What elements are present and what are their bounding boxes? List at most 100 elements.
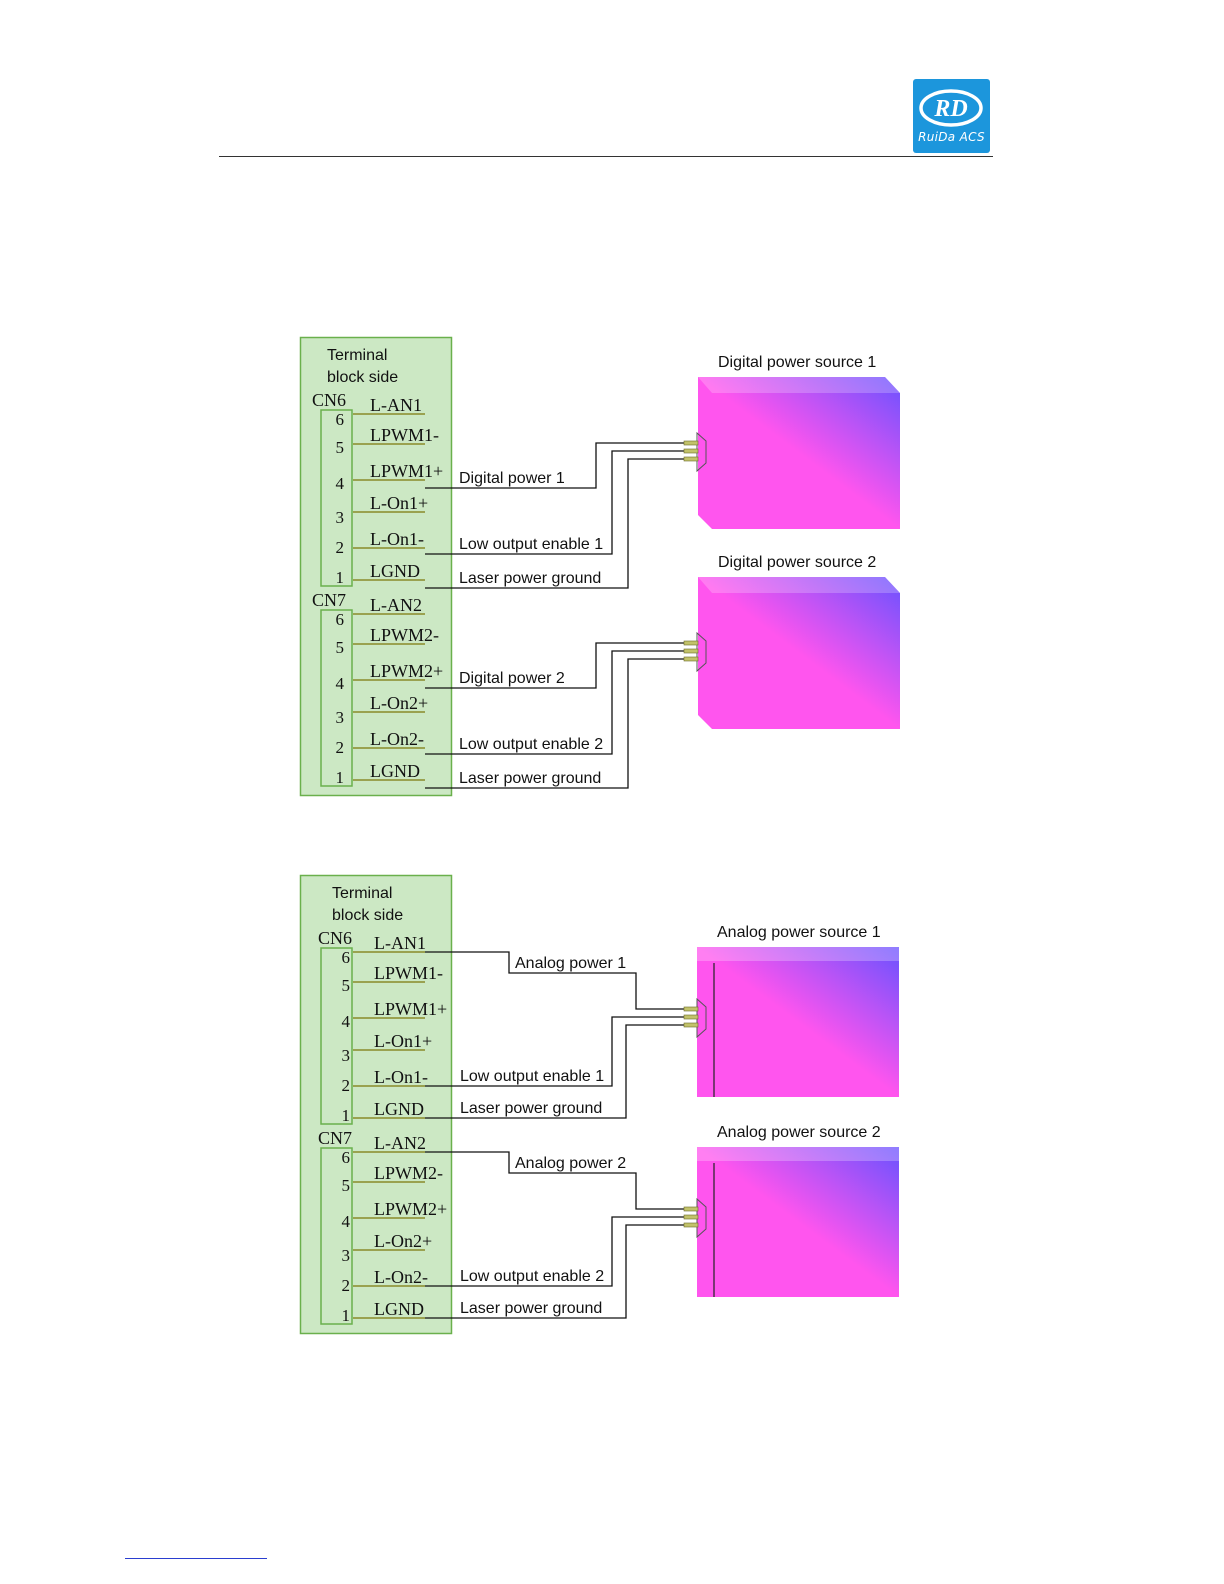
pin-number: 4	[342, 1012, 351, 1031]
pin-number: 6	[342, 948, 351, 967]
pin-label: L-On1+	[374, 1031, 432, 1051]
wire-label: Laser power ground	[459, 770, 601, 787]
pin-label: LPWM1-	[374, 963, 443, 983]
pin-number: 6	[342, 1148, 351, 1167]
power-source-body	[697, 1147, 899, 1297]
wire	[425, 1016, 693, 1087]
wire-contact-pin	[683, 1022, 699, 1028]
footer-link-underline	[125, 1558, 267, 1559]
pin-label: L-On2-	[374, 1267, 428, 1287]
wire	[425, 458, 693, 589]
wire-contact-pin	[683, 1214, 699, 1220]
rd-logo-mark-icon: RD	[919, 89, 983, 127]
wire-label: Low output enable 1	[459, 536, 603, 553]
connector-name: CN7	[318, 1128, 352, 1148]
power-source-label: Digital power source 2	[718, 554, 876, 571]
pin-label: L-On2-	[370, 729, 424, 749]
pin-number: 3	[336, 508, 345, 527]
pin-bracket	[320, 947, 353, 1125]
pin-label: LPWM2-	[374, 1163, 443, 1183]
pin-label: L-On1+	[370, 493, 428, 513]
pin-label: L-On2+	[370, 693, 428, 713]
pin-label: L-AN2	[370, 595, 422, 615]
pin-number: 5	[336, 638, 345, 657]
pin-label: LGND	[370, 761, 420, 781]
pin-bracket	[320, 609, 353, 787]
power-source-box: Analog power source 2	[696, 1124, 899, 1297]
pin-label: L-On2+	[374, 1231, 432, 1251]
power-source-body	[698, 577, 900, 729]
pin-number: 3	[336, 708, 345, 727]
power-source-top-face	[698, 577, 900, 593]
pin-number: 2	[342, 1276, 351, 1295]
logo-brand-text: RuiDa ACS	[918, 130, 985, 144]
wire-label: Analog power 1	[515, 955, 626, 972]
pin-label: LGND	[374, 1099, 424, 1119]
pin-number: 5	[342, 1176, 351, 1195]
wire-group	[425, 1151, 693, 1319]
wire	[425, 1151, 693, 1210]
pin-label: L-AN1	[370, 395, 422, 415]
wire	[425, 642, 693, 689]
pin-number: 4	[336, 674, 345, 693]
wire-contact-pin	[683, 448, 699, 454]
pin-number: 6	[336, 410, 345, 429]
wire-contact-pin	[683, 1006, 699, 1012]
pin-number: 2	[336, 538, 345, 557]
pin-number: 1	[336, 768, 345, 787]
wire-contact-pin	[683, 648, 699, 654]
power-source-box: Digital power source 1	[696, 354, 900, 529]
header-rule	[219, 156, 993, 157]
pin-label: LGND	[370, 561, 420, 581]
wire-group	[425, 442, 693, 589]
terminal-block-title-line2: block side	[332, 907, 403, 924]
pin-number: 3	[342, 1046, 351, 1065]
pin-number: 3	[342, 1246, 351, 1265]
ruida-logo: RD RuiDa ACS	[913, 79, 990, 153]
connector-name: CN6	[318, 928, 352, 948]
wire	[425, 1024, 693, 1119]
wire-label: Laser power ground	[459, 570, 601, 587]
power-source-label: Digital power source 1	[718, 354, 876, 371]
pin-label: L-On1-	[370, 529, 424, 549]
logo-initials: RD	[933, 96, 967, 122]
wire	[425, 658, 693, 789]
wire-label: Low output enable 2	[459, 736, 603, 753]
pin-label: LPWM2+	[374, 1199, 447, 1219]
pin-label: LPWM1+	[374, 999, 447, 1019]
pin-number: 2	[342, 1076, 351, 1095]
connector-name: CN7	[312, 590, 346, 610]
pin-number: 5	[336, 438, 345, 457]
pin-bracket	[320, 409, 353, 587]
wire-label: Low output enable 2	[460, 1268, 604, 1285]
wire-label: Digital power 2	[459, 670, 565, 687]
power-source-body	[697, 947, 899, 1097]
power-source-box: Digital power source 2	[696, 554, 900, 729]
pin-number: 1	[342, 1106, 351, 1125]
wire-contact-pin	[683, 640, 699, 646]
wire-contact-pin	[683, 1206, 699, 1212]
pin-number: 4	[342, 1212, 351, 1231]
wire	[425, 1216, 693, 1287]
connector-name: CN6	[312, 390, 346, 410]
pin-label: L-AN1	[374, 933, 426, 953]
pin-label: LPWM2+	[370, 661, 443, 681]
wire-contact-pin	[683, 656, 699, 662]
wire-contact-pin	[683, 1014, 699, 1020]
wire-group	[425, 951, 693, 1119]
pin-number: 2	[336, 738, 345, 757]
terminal-block-title-line1: Terminal	[327, 347, 387, 364]
wire	[425, 1224, 693, 1319]
wire-label: Laser power ground	[460, 1300, 602, 1317]
pin-bracket	[320, 1147, 353, 1325]
pin-number: 1	[336, 568, 345, 587]
pin-label: L-On1-	[374, 1067, 428, 1087]
wire-contact-pin	[683, 440, 699, 446]
